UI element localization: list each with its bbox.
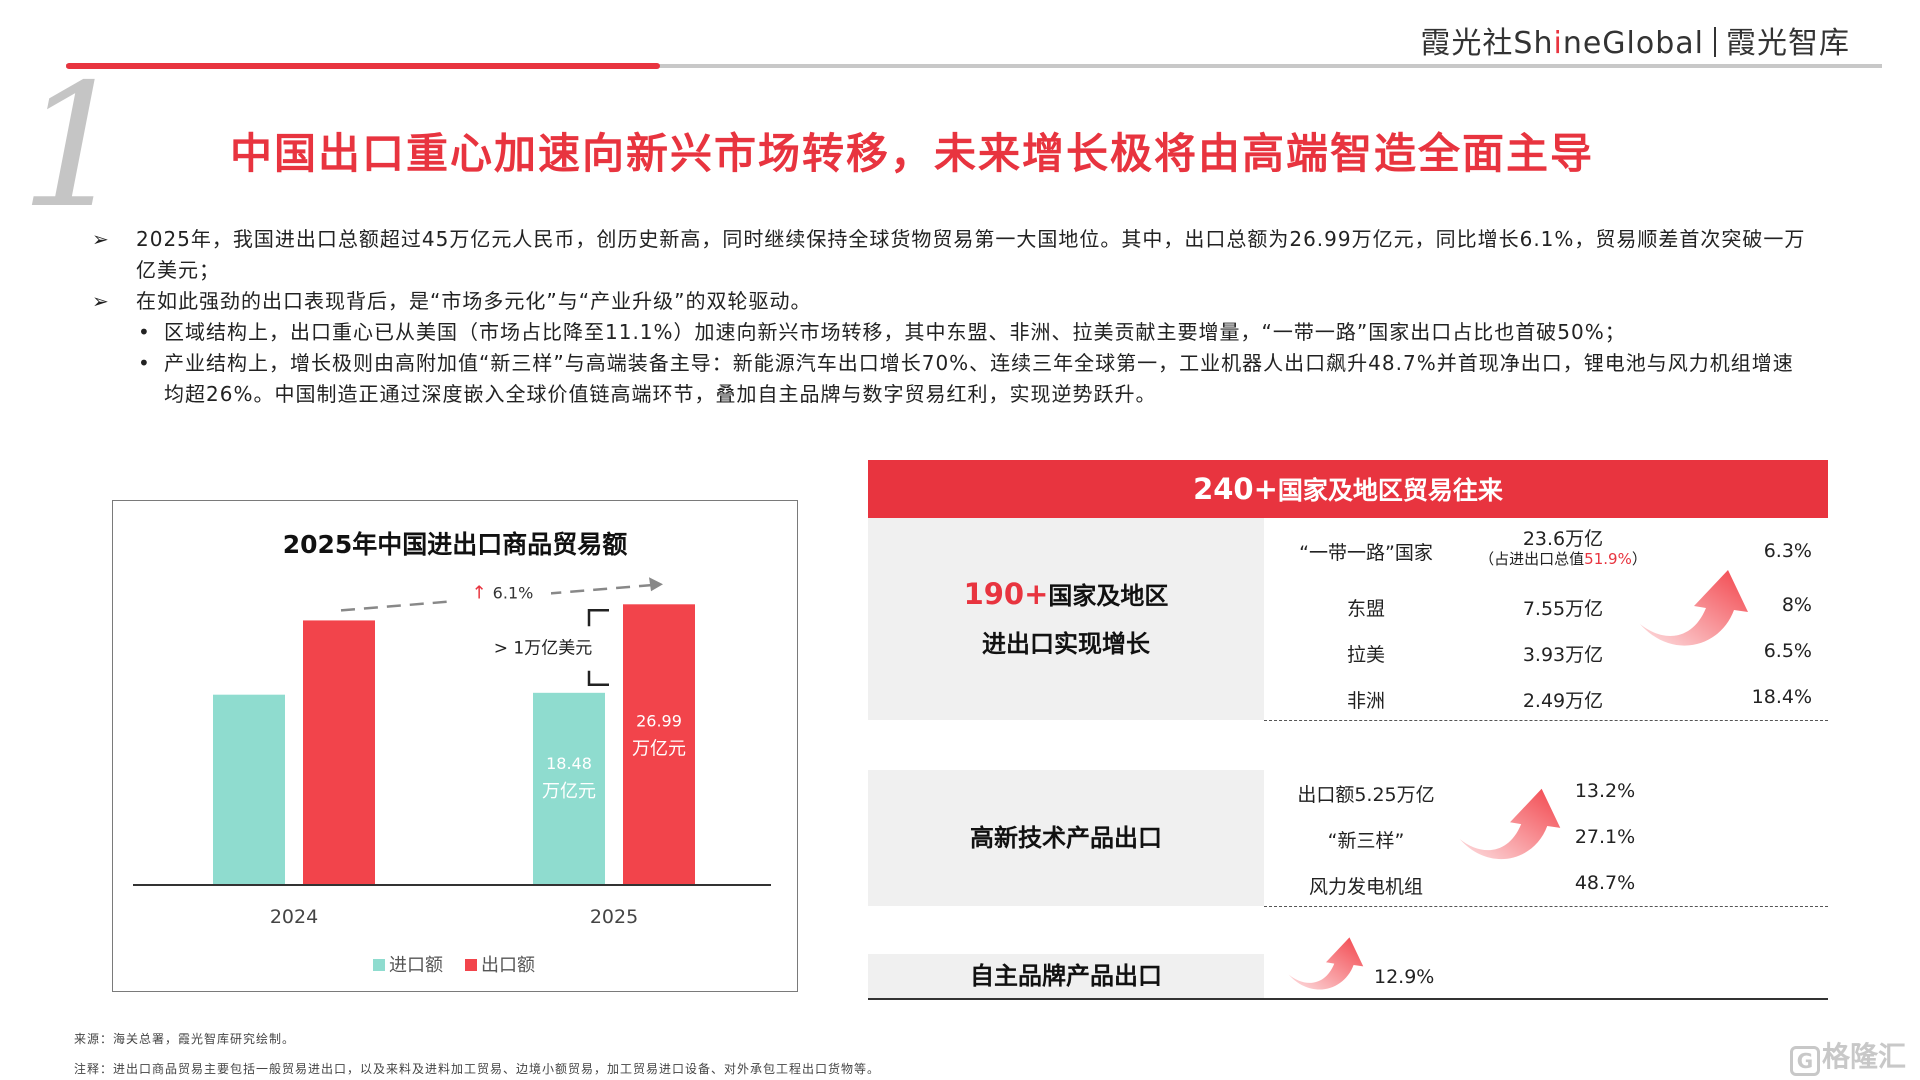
sub-bullet-text: 产业结构上，增长极则由高附加值“新三样”与高端装备主导：新能源汽车出口增长70%…	[164, 351, 1794, 406]
hightech-export-label: 高新技术产品出口	[868, 770, 1264, 906]
section-number: 1	[20, 48, 129, 246]
own-brand-pct: 12.9%	[1374, 966, 1435, 988]
hightech-pct: 13.2%	[1574, 780, 1636, 802]
partners-count: 240+	[1193, 472, 1278, 506]
hightech-item: 出口额5.25万亿	[1297, 784, 1435, 806]
growth-regions-label: 190+国家及地区 进出口实现增长	[868, 518, 1264, 720]
bullet-marker: ➢	[92, 289, 110, 313]
region-value: 2.49万亿	[1522, 690, 1604, 712]
chart-title: 2025年中国进出口商品贸易额	[282, 530, 628, 559]
surplus-label: > 1万亿美元	[494, 639, 592, 659]
growth-arrow-icon	[1288, 937, 1364, 990]
divider	[1264, 720, 1828, 721]
growth-arrow-head	[649, 577, 663, 592]
region-pct: 8%	[1781, 594, 1812, 616]
watermark-text: 格隆汇	[1821, 1040, 1906, 1073]
footnote: 注释：进出口商品贸易主要包括一般贸易进出口，以及来料及进料加工贸易、边境小额贸易…	[74, 1062, 881, 1076]
region-pct: 6.3%	[1763, 540, 1812, 562]
note-post: ）	[1631, 550, 1647, 568]
page-title: 中国出口重心加速向新兴市场转移，未来增长极将由高端智造全面主导	[230, 129, 1595, 178]
hightech-pct: 48.7%	[1574, 872, 1636, 894]
trade-partners-header: 240+国家及地区贸易往来	[868, 460, 1828, 518]
legend-label-出口额: 出口额	[481, 955, 535, 976]
watermark: G 格隆汇	[1789, 1035, 1906, 1076]
bar-出口额-2024	[303, 620, 375, 885]
region-name: 东盟	[1346, 598, 1385, 620]
region-pct: 18.4%	[1751, 686, 1812, 708]
data-label-export-value: 26.99	[636, 711, 682, 730]
brand-en-i: i	[1553, 26, 1563, 61]
region-value: 7.55万亿	[1522, 598, 1604, 620]
bullet-item: ➢ 在如此强劲的出口表现背后，是“市场多元化”与“产业升级”的双轮驱动。	[92, 286, 1812, 317]
note-share: 51.9%	[1584, 550, 1632, 568]
brand-logo: 霞光社ShineGlobal 霞光智库	[1420, 18, 1850, 62]
region-name: “一带一路”国家	[1299, 542, 1433, 564]
legend-swatch-进口额	[373, 959, 385, 971]
sub-bullet-text: 区域结构上，出口重心已从美国（市场占比降至11.1%）加速向新兴市场转移，其中东…	[164, 320, 1626, 344]
hightech-pct: 27.1%	[1574, 826, 1636, 848]
note-pre: （占进出口总值	[1479, 550, 1585, 568]
legend-label-进口额: 进口额	[389, 955, 443, 976]
source-note: 来源：海关总署，霞光智库研究绘制。	[74, 1032, 296, 1046]
bullet-marker: ➢	[92, 227, 110, 251]
brand-en-pre: Sh	[1513, 26, 1554, 61]
sub-bullet-marker: •	[138, 351, 151, 375]
sub-bullet-item: • 区域结构上，出口重心已从美国（市场占比降至11.1%）加速向新兴市场转移，其…	[92, 317, 1812, 348]
growth-arrow-icon	[1459, 788, 1561, 860]
header-rule	[66, 64, 1882, 68]
data-label-import-unit: 万亿元	[542, 781, 596, 802]
trade-chart: 2025年中国进出口商品贸易额 2024 2025 18.48 万亿元 26.99 万亿元…	[112, 500, 798, 992]
growth-regions-count: 190+	[963, 577, 1049, 611]
bar-进口额-2025	[533, 692, 605, 885]
growth-arrow-icon	[1640, 570, 1748, 646]
legend-swatch-出口额	[465, 959, 477, 971]
bullet-text: 在如此强劲的出口表现背后，是“市场多元化”与“产业升级”的双轮驱动。	[136, 289, 812, 313]
watermark-logo-icon: G	[1789, 1046, 1820, 1076]
x-tick-label: 2025	[590, 906, 638, 928]
data-label-export-unit: 万亿元	[632, 738, 686, 759]
growth-dashed-line	[340, 583, 662, 612]
region-value: 23.6万亿 （占进出口总值51.9%）	[1478, 528, 1648, 568]
hightech-item: “新三样”	[1327, 830, 1405, 852]
bar-出口额-2025	[623, 604, 695, 885]
growth-regions-text: 国家及地区	[1048, 582, 1169, 610]
brand-cn: 霞光社	[1420, 26, 1514, 61]
growth-regions-text2: 进出口实现增长	[982, 630, 1150, 658]
surplus-bracket-top	[587, 609, 609, 627]
growth-label-bg	[451, 578, 551, 605]
sub-bullet-item: • 产业结构上，增长极则由高附加值“新三样”与高端装备主导：新能源汽车出口增长7…	[92, 348, 1812, 410]
bullet-text: 2025年，我国进出口总额超过45万亿元人民币，创历史新高，同时继续保持全球货物…	[136, 227, 1806, 282]
x-tick-label: 2024	[270, 906, 318, 928]
partners-text: 国家及地区贸易往来	[1277, 476, 1503, 505]
region-value-text: 23.6万亿	[1522, 528, 1604, 550]
region-name: 拉美	[1346, 644, 1385, 666]
divider	[868, 998, 1828, 1000]
bullet-list: ➢ 2025年，我国进出口总额超过45万亿元人民币，创历史新高，同时继续保持全球…	[92, 224, 1812, 410]
header-rule-accent	[66, 63, 660, 69]
surplus-bracket-bottom	[587, 670, 609, 687]
own-brand-export-label: 自主品牌产品出口	[868, 954, 1264, 998]
hightech-item: 风力发电机组	[1308, 876, 1423, 898]
region-pct: 6.5%	[1763, 640, 1812, 662]
brand-en-post: neGlobal	[1562, 26, 1704, 61]
growth-up-icon: ↑	[471, 582, 486, 603]
region-value: 3.93万亿	[1522, 644, 1604, 666]
sub-bullet-marker: •	[138, 320, 151, 344]
brand-separator	[1714, 27, 1716, 57]
brand-think-tank: 霞光智库	[1726, 26, 1850, 61]
bar-进口额-2024	[213, 694, 285, 885]
region-name: 非洲	[1346, 690, 1385, 712]
growth-label: 6.1%	[493, 583, 534, 602]
data-label-import-value: 18.48	[546, 754, 592, 773]
divider	[1264, 906, 1828, 907]
region-value-note: （占进出口总值51.9%）	[1478, 550, 1648, 568]
bullet-item: ➢ 2025年，我国进出口总额超过45万亿元人民币，创历史新高，同时继续保持全球…	[92, 224, 1812, 286]
